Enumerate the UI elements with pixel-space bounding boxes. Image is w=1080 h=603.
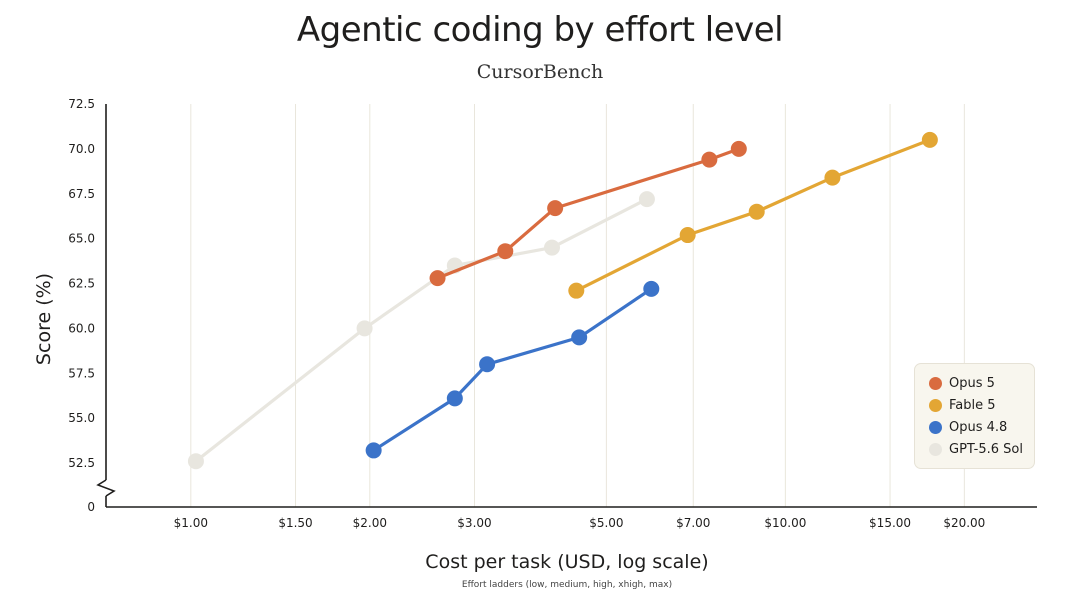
legend-item-fable-5: Fable 5 xyxy=(929,395,996,415)
chart-subtitle: CursorBench xyxy=(476,61,604,83)
chart-title: Agentic coding by effort level xyxy=(296,10,784,50)
y-tick-label-7: 70.0 xyxy=(68,142,95,156)
x-tick-label-5: $7.00 xyxy=(676,516,710,530)
y-tick-label-6: 67.5 xyxy=(68,187,95,201)
data-point-opus-5-0 xyxy=(429,270,446,287)
x-tick-label-0: $1.00 xyxy=(174,516,208,530)
x-axis-title: Cost per task (USD, log scale) xyxy=(425,551,708,573)
y-tick-label-1: 55.0 xyxy=(68,411,95,425)
footnote: Effort ladders (low, medium, high, xhigh… xyxy=(462,580,672,590)
series-line-opus-4-8 xyxy=(372,287,653,452)
x-tick-label-6: $10.00 xyxy=(764,516,806,530)
legend-label-gpt-5-6-sol: GPT-5.6 Sol xyxy=(949,441,1023,457)
data-point-fable-5-3 xyxy=(824,169,841,186)
data-point-gpt-5-6-sol-4 xyxy=(638,191,655,208)
data-point-opus-4-8-2 xyxy=(479,356,496,373)
legend-swatch-opus-4-8 xyxy=(929,420,942,434)
y-axis-title: Score (%) xyxy=(33,273,55,365)
legend-swatch-gpt-5-6-sol xyxy=(929,442,942,456)
x-tick-label-3: $3.00 xyxy=(457,516,491,530)
y-tick-label-0: 52.5 xyxy=(68,456,95,470)
data-point-opus-4-8-1 xyxy=(446,390,463,407)
y-tick-label-2: 57.5 xyxy=(68,366,95,380)
y-tick-label-4: 62.5 xyxy=(68,277,95,291)
data-point-opus-5-2 xyxy=(547,200,564,217)
x-tick-label-2: $2.00 xyxy=(353,516,387,530)
data-point-opus-4-8-4 xyxy=(643,280,660,297)
legend-label-opus-4-8: Opus 4.8 xyxy=(949,419,1008,435)
y-tick-label-zero: 0 xyxy=(87,500,95,514)
series-layer xyxy=(187,131,938,470)
legend-item-gpt-5-6-sol: GPT-5.6 Sol xyxy=(929,439,1023,459)
legend-item-opus-4-8: Opus 4.8 xyxy=(929,417,1007,437)
data-point-opus-4-8-0 xyxy=(365,442,382,459)
series-fable-5 xyxy=(568,131,938,299)
x-tick-label-1: $1.50 xyxy=(278,516,312,530)
data-point-fable-5-0 xyxy=(568,282,585,299)
x-tick-label-7: $15.00 xyxy=(869,516,911,530)
data-point-gpt-5-6-sol-0 xyxy=(187,453,204,470)
series-gpt-5-6-sol xyxy=(187,191,655,470)
y-tick-label-5: 65.0 xyxy=(68,232,95,246)
data-point-opus-4-8-3 xyxy=(571,329,588,346)
axes xyxy=(96,104,1037,508)
x-tick-label-8: $20.00 xyxy=(943,516,985,530)
data-point-fable-5-4 xyxy=(921,131,938,148)
data-point-opus-5-4 xyxy=(730,140,747,157)
data-point-fable-5-2 xyxy=(748,203,765,220)
legend-label-opus-5: Opus 5 xyxy=(949,375,995,391)
legend-swatch-opus-5 xyxy=(929,376,942,390)
legend: Opus 5 Fable 5 Opus 4.8 GPT-5.6 Sol xyxy=(914,363,1035,469)
grid-lines xyxy=(190,104,965,507)
series-opus-5 xyxy=(429,140,747,287)
y-tick-label-3: 60.0 xyxy=(68,321,95,335)
series-opus-4-8 xyxy=(365,280,660,459)
data-point-fable-5-1 xyxy=(679,227,696,244)
x-tick-label-4: $5.00 xyxy=(589,516,623,530)
data-point-gpt-5-6-sol-3 xyxy=(543,239,560,256)
y-tick-label-8: 72.5 xyxy=(68,97,95,111)
legend-label-fable-5: Fable 5 xyxy=(949,397,996,413)
legend-swatch-fable-5 xyxy=(929,398,942,412)
axis-labels: 52.5 55.0 57.5 60.0 62.5 65.0 67.5 70.0 72.5 0 $1.… xyxy=(33,97,985,590)
y-axis-break-icon xyxy=(96,479,116,497)
legend-item-opus-5: Opus 5 xyxy=(929,373,995,393)
data-point-opus-5-1 xyxy=(497,243,514,260)
data-point-gpt-5-6-sol-1 xyxy=(356,320,373,337)
data-point-opus-5-3 xyxy=(701,151,718,168)
